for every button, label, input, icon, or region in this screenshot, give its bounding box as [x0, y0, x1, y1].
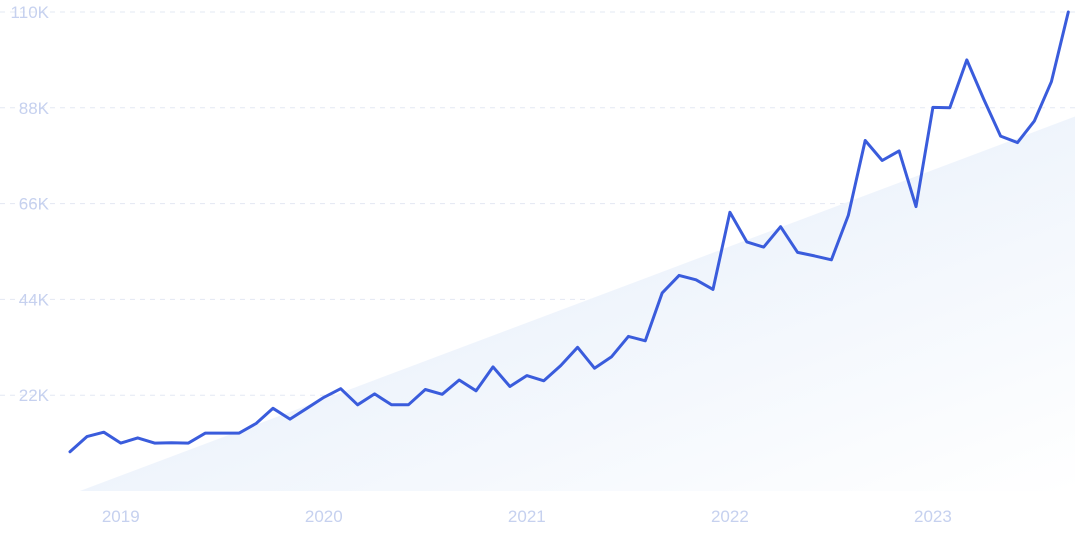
trend-area-layer — [79, 116, 1075, 491]
x-tick-label: 2019 — [102, 507, 140, 526]
series-line — [68, 10, 1070, 454]
trend-area — [79, 116, 1075, 491]
y-tick-labels: 22K 44K 66K 88K 110K — [11, 3, 50, 405]
y-tick-label: 110K — [11, 3, 50, 22]
y-tick-label: 88K — [19, 99, 50, 118]
x-tick-label: 2023 — [914, 507, 952, 526]
x-tick-label: 2020 — [305, 507, 343, 526]
x-tick-labels: 2019 2020 2021 2022 2023 — [102, 507, 952, 526]
x-tick-label: 2021 — [508, 507, 546, 526]
y-tick-label: 66K — [19, 195, 50, 214]
series-line-layer — [68, 10, 1070, 454]
y-tick-label: 22K — [19, 386, 50, 405]
y-tick-label: 44K — [19, 290, 50, 309]
x-tick-label: 2022 — [711, 507, 749, 526]
